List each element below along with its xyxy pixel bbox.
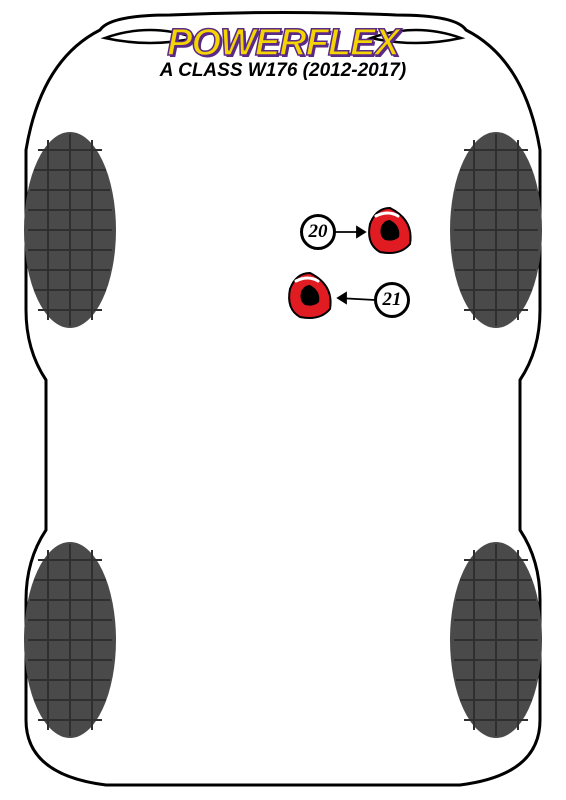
- tire-front-left: [24, 132, 116, 328]
- tire-rear-right: [450, 542, 542, 738]
- callout-label-21: 21: [375, 283, 409, 317]
- brand-logo: POWERFLEX: [167, 22, 399, 65]
- tire-front-right: [450, 132, 542, 328]
- brand-text: POWERFLEX: [167, 22, 399, 64]
- car-underside-diagram: [0, 0, 566, 800]
- callout-20-text: 20: [309, 221, 328, 243]
- callout-label-20: 20: [301, 215, 335, 249]
- model-subtitle: A CLASS W176 (2012-2017): [160, 60, 406, 82]
- callout-21-text: 21: [383, 289, 402, 311]
- tire-rear-left: [24, 542, 116, 738]
- subtitle-text: A CLASS W176 (2012-2017): [160, 60, 406, 81]
